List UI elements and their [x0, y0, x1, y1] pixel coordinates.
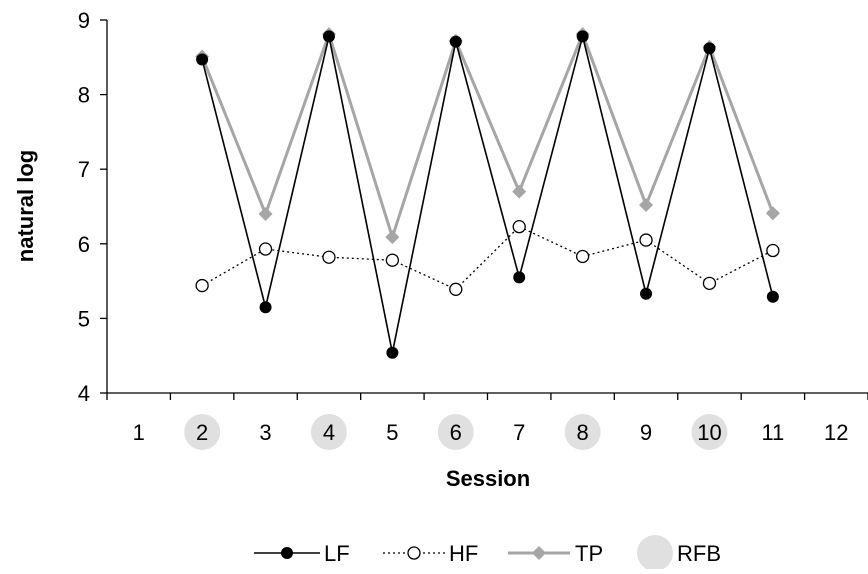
data-point-hf [322, 250, 336, 264]
x-tick-label: 9 [640, 420, 652, 445]
series-line-lf [201, 36, 774, 353]
rfb-marker [310, 414, 347, 450]
rfb-marker [691, 414, 728, 450]
data-point-tp [385, 230, 400, 245]
legend: LF HF TP RFB [254, 535, 721, 571]
data-point-hf [258, 242, 273, 256]
data-point-tp [639, 198, 654, 213]
rfb-marker [564, 414, 601, 450]
gray-line-diamond-icon [532, 546, 546, 560]
data-point-tp [258, 206, 273, 221]
data-point-lf [259, 301, 272, 314]
data-point-tp [765, 206, 780, 221]
data-point-hf [575, 249, 590, 264]
gray-circle-icon [637, 535, 673, 571]
x-axis-title: Session [446, 466, 530, 491]
line-filled-circle-icon [281, 547, 293, 559]
x-tick-label: 12 [824, 420, 848, 445]
series-tp [195, 27, 780, 245]
data-point-hf [639, 233, 653, 247]
x-tick-label: 11 [761, 420, 784, 445]
data-point-hf [195, 278, 209, 293]
x-tick-label: 4 [323, 420, 335, 445]
data-point-hf [385, 253, 400, 267]
legend-label-lf: LF [324, 541, 350, 566]
x-tick-label: 5 [386, 420, 398, 445]
y-tick-label: 5 [78, 306, 90, 331]
data-point-lf [386, 346, 399, 359]
data-point-tp [512, 184, 527, 199]
data-point-lf [766, 290, 779, 303]
dotted-open-circle-icon [407, 546, 421, 560]
x-tick-label: 7 [513, 420, 525, 445]
data-point-lf [322, 30, 335, 43]
x-tick-label: 3 [259, 420, 271, 445]
rfb-marker [437, 414, 474, 450]
rfb-marker [184, 414, 221, 450]
y-tick-label: 6 [78, 232, 90, 257]
series-hf [195, 219, 780, 296]
x-tick-label: 1 [133, 420, 145, 445]
x-tick-label: 8 [577, 420, 589, 445]
data-point-lf [640, 287, 653, 300]
x-tick-label: 10 [697, 420, 721, 445]
y-tick-label: 9 [78, 8, 90, 33]
data-point-hf [512, 219, 526, 234]
x-tick-label: 6 [450, 420, 462, 445]
y-tick-label: 8 [78, 83, 90, 108]
x-tick-label: 2 [196, 420, 208, 445]
series-lf [196, 30, 779, 359]
y-tick-label: 4 [78, 381, 90, 406]
series-line-tp [200, 29, 775, 243]
data-point-lf [576, 30, 589, 43]
legend-label-hf: HF [449, 541, 478, 566]
data-point-hf [766, 243, 780, 258]
data-point-hf [449, 282, 463, 296]
data-point-hf [702, 276, 717, 290]
data-point-lf [703, 42, 716, 55]
data-point-lf [449, 35, 462, 48]
data-point-lf [513, 271, 526, 284]
legend-label-rfb: RFB [677, 541, 721, 566]
legend-label-tp: TP [575, 541, 603, 566]
series-line-hf [201, 225, 774, 291]
y-tick-label: 7 [78, 157, 90, 182]
y-axis-title: natural log [13, 150, 38, 262]
data-point-lf [196, 53, 209, 66]
